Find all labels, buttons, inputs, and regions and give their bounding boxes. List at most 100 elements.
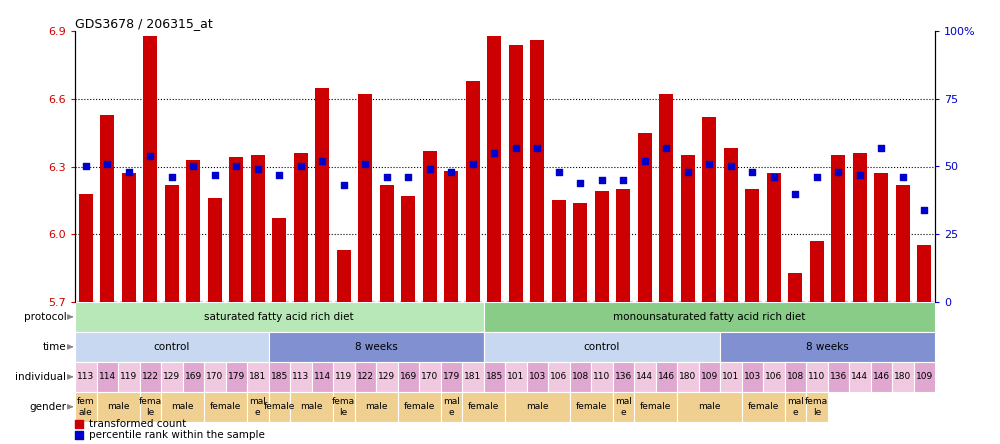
- Bar: [229, 158, 243, 302]
- Bar: [354, 362, 376, 392]
- Point: [422, 166, 438, 173]
- Text: 136: 136: [830, 373, 847, 381]
- Text: 146: 146: [658, 373, 675, 381]
- Bar: [294, 153, 308, 302]
- Text: 110: 110: [808, 373, 825, 381]
- Point: [121, 168, 137, 175]
- Bar: [96, 362, 118, 392]
- Text: control: control: [154, 342, 190, 352]
- Text: 109: 109: [701, 373, 718, 381]
- Text: 180: 180: [679, 373, 696, 381]
- Bar: [742, 362, 763, 392]
- Bar: [659, 94, 673, 302]
- Bar: [698, 362, 720, 392]
- Bar: [290, 362, 312, 392]
- Bar: [268, 362, 290, 392]
- Bar: [204, 362, 226, 392]
- Text: protocol: protocol: [24, 312, 66, 322]
- Text: 103: 103: [529, 373, 546, 381]
- Text: 136: 136: [615, 373, 632, 381]
- Bar: [312, 362, 333, 392]
- Text: 108: 108: [572, 373, 589, 381]
- Bar: [337, 250, 351, 302]
- Point: [164, 174, 180, 181]
- Text: 181: 181: [464, 373, 481, 381]
- Bar: [638, 133, 652, 302]
- Point: [508, 144, 524, 151]
- Point: [400, 174, 416, 181]
- Bar: [849, 362, 870, 392]
- Text: monounsaturated fatty acid rich diet: monounsaturated fatty acid rich diet: [613, 312, 805, 322]
- Bar: [251, 155, 265, 302]
- Text: 108: 108: [787, 373, 804, 381]
- Text: 129: 129: [163, 373, 180, 381]
- Point: [529, 144, 545, 151]
- Bar: [75, 302, 484, 332]
- Bar: [165, 185, 179, 302]
- Text: 146: 146: [873, 373, 890, 381]
- Bar: [616, 189, 630, 302]
- Bar: [914, 362, 935, 392]
- Point: [336, 182, 352, 189]
- Bar: [505, 392, 570, 422]
- Text: mal
e: mal e: [787, 397, 804, 416]
- Bar: [573, 202, 587, 302]
- Bar: [398, 392, 440, 422]
- Text: saturated fatty acid rich diet: saturated fatty acid rich diet: [204, 312, 354, 322]
- Bar: [634, 362, 656, 392]
- Bar: [745, 189, 759, 302]
- Bar: [677, 392, 742, 422]
- Bar: [140, 392, 161, 422]
- Bar: [767, 173, 781, 302]
- Bar: [487, 36, 501, 302]
- Bar: [870, 362, 892, 392]
- Text: 113: 113: [292, 373, 309, 381]
- Text: male: male: [107, 402, 129, 411]
- Bar: [440, 392, 462, 422]
- Bar: [530, 40, 544, 302]
- Point: [99, 160, 115, 167]
- Bar: [268, 392, 290, 422]
- Bar: [724, 148, 738, 302]
- Point: [207, 171, 223, 178]
- Bar: [161, 362, 182, 392]
- Text: 181: 181: [249, 373, 266, 381]
- Bar: [466, 81, 480, 302]
- Bar: [462, 392, 505, 422]
- Text: 106: 106: [765, 373, 782, 381]
- Text: 179: 179: [443, 373, 460, 381]
- Text: 179: 179: [228, 373, 245, 381]
- Bar: [634, 392, 677, 422]
- Bar: [333, 362, 354, 392]
- Text: 180: 180: [894, 373, 911, 381]
- Text: 170: 170: [206, 373, 223, 381]
- Bar: [376, 362, 398, 392]
- Bar: [208, 198, 222, 302]
- Bar: [742, 392, 784, 422]
- Point: [723, 163, 739, 170]
- Bar: [720, 362, 742, 392]
- Point: [357, 160, 373, 167]
- Bar: [444, 171, 458, 302]
- Bar: [333, 392, 354, 422]
- Bar: [204, 392, 247, 422]
- Text: male: male: [365, 402, 387, 411]
- Bar: [75, 362, 96, 392]
- Bar: [358, 94, 372, 302]
- Point: [293, 163, 309, 170]
- Text: mal
e: mal e: [615, 397, 632, 416]
- Bar: [380, 185, 394, 302]
- Text: mal
e: mal e: [249, 397, 266, 416]
- Point: [486, 149, 502, 157]
- Point: [594, 176, 610, 184]
- Bar: [763, 362, 784, 392]
- Text: 122: 122: [142, 373, 159, 381]
- Text: male: male: [698, 402, 720, 411]
- Point: [852, 171, 868, 178]
- Bar: [681, 155, 695, 302]
- Point: [701, 160, 717, 167]
- Text: 114: 114: [314, 373, 331, 381]
- Bar: [917, 246, 931, 302]
- Bar: [462, 362, 484, 392]
- Bar: [853, 153, 867, 302]
